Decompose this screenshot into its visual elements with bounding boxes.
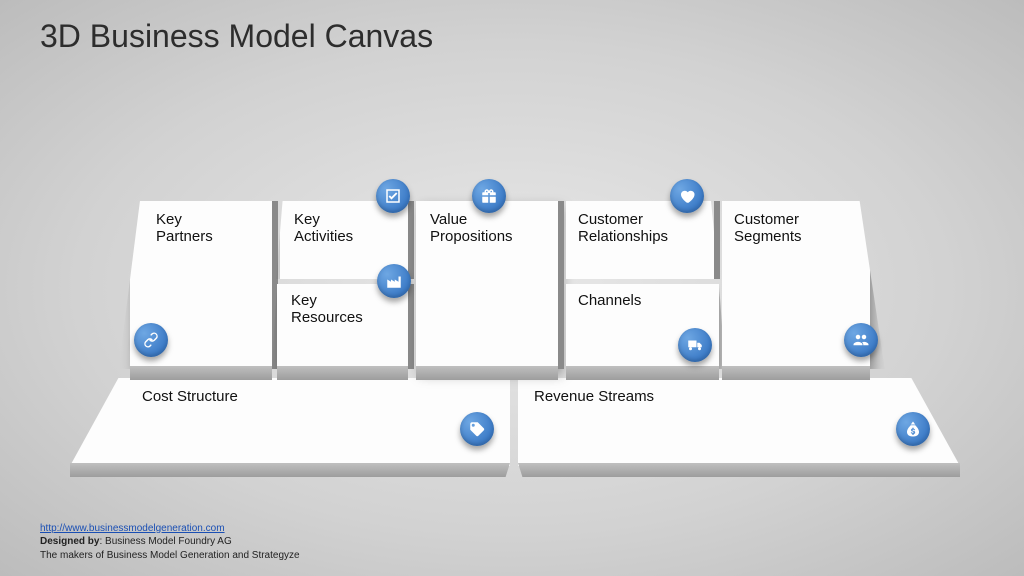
gift-icon	[472, 179, 506, 213]
canvas-stage: Cost Structure Revenue Streams KeyPartne…	[0, 0, 1024, 576]
tile-customer-segments: CustomerSegments	[722, 201, 870, 369]
label-channels: Channels	[578, 292, 641, 309]
footer-designed-by: Designed by	[40, 536, 99, 547]
tile-key-resources: KeyResources	[277, 284, 408, 369]
check-icon	[376, 179, 410, 213]
heart-icon	[670, 179, 704, 213]
footer-link[interactable]: http://www.businessmodelgeneration.com	[40, 523, 225, 534]
factory-icon	[377, 264, 411, 298]
tile-channels: Channels	[566, 284, 719, 369]
label-cost-structure: Cost Structure	[142, 388, 238, 405]
label-revenue-streams: Revenue Streams	[534, 388, 654, 405]
label-customer-relationships: CustomerRelationships	[578, 211, 668, 246]
label-key-partners: KeyPartners	[156, 211, 213, 246]
footer-designer: : Business Model Foundry AG	[99, 536, 231, 547]
tile-revenue-streams: Revenue Streams	[518, 378, 960, 466]
label-value-propositions: ValuePropositions	[430, 211, 513, 246]
label-key-resources: KeyResources	[291, 292, 363, 327]
label-key-activities: KeyActivities	[294, 211, 353, 246]
tile-key-partners: KeyPartners	[130, 201, 272, 369]
truck-icon	[678, 328, 712, 362]
users-icon	[844, 323, 878, 357]
footer-tagline: The makers of Business Model Generation …	[40, 550, 300, 561]
label-customer-segments: CustomerSegments	[734, 211, 802, 246]
tile-value-propositions: ValuePropositions	[416, 201, 558, 369]
tile-cost-structure: Cost Structure	[70, 378, 510, 466]
moneybag-icon	[896, 412, 930, 446]
footer: http://www.businessmodelgeneration.com D…	[40, 522, 300, 563]
link-icon	[134, 323, 168, 357]
tag-icon	[460, 412, 494, 446]
tile-customer-relationships: CustomerRelationships	[566, 201, 714, 279]
